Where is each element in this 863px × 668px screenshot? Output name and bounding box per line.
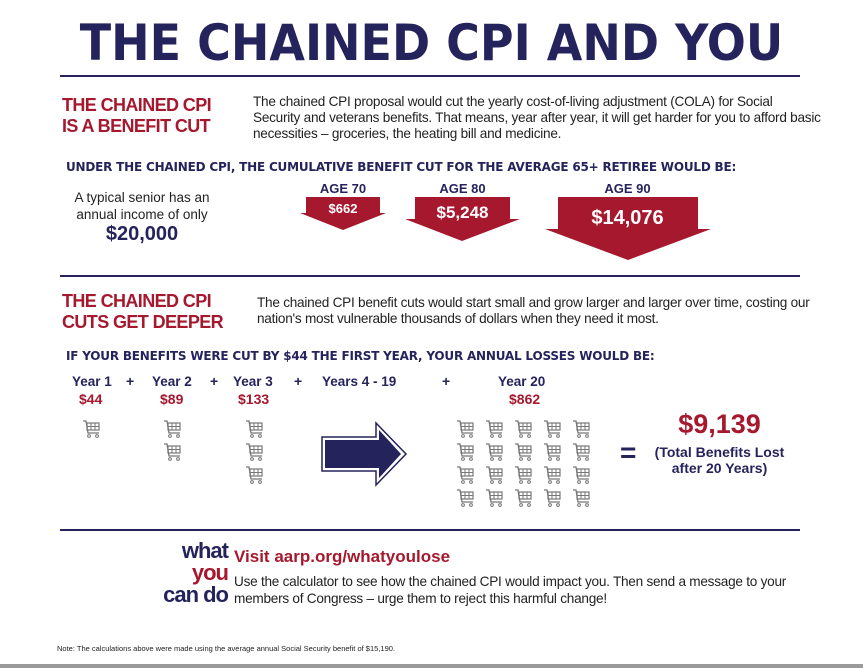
shopping-cart-icon <box>543 488 563 513</box>
shopping-cart-icon <box>485 442 505 467</box>
cut-value: $14,076 <box>591 207 664 229</box>
year-label: Year 3 <box>233 374 273 389</box>
divider <box>60 75 800 77</box>
section2-heading: THE CHAINED CPI CUTS GET DEEPER <box>62 291 224 333</box>
year-value: $862 <box>509 391 541 407</box>
shopping-cart-icon <box>514 465 534 490</box>
shopping-cart-icon <box>163 419 183 444</box>
cta-text: Use the calculator to see how the chaine… <box>234 574 787 606</box>
shopping-cart-icon <box>456 419 476 444</box>
cut-value: $662 <box>328 201 358 216</box>
logo-line: what <box>181 538 229 563</box>
shopping-cart-icon <box>514 419 534 444</box>
what-you-can-do-logo: what you can do <box>128 538 229 607</box>
total-label-line: (Total Benefits Lost <box>654 444 785 460</box>
shopping-cart-icon <box>163 442 183 467</box>
shopping-cart-icon <box>572 488 592 513</box>
income-box: A typical senior has an annual income of… <box>62 189 222 246</box>
shopping-cart-icon <box>245 465 265 490</box>
shopping-cart-icon <box>456 442 476 467</box>
section2-paragraph: The chained CPI benefit cuts would start… <box>257 295 810 326</box>
heading-line: THE CHAINED CPI <box>62 291 212 311</box>
age-label: AGE 70 <box>319 181 367 196</box>
income-text: A typical senior has an annual income of… <box>74 190 210 222</box>
shopping-cart-icon <box>543 442 563 467</box>
plus-sign: + <box>126 373 135 389</box>
section1-heading: THE CHAINED CPI IS A BENEFIT CUT <box>62 95 212 137</box>
plus-sign: + <box>442 373 451 389</box>
heading-line: CUTS GET DEEPER <box>62 312 224 332</box>
year-label: Year 1 <box>72 374 112 389</box>
shopping-cart-icon <box>485 488 505 513</box>
shopping-cart-icon <box>82 419 102 444</box>
year-value: $89 <box>160 391 184 407</box>
year-value: $133 <box>238 391 270 407</box>
year-label: Year 2 <box>152 374 192 389</box>
shopping-cart-icon <box>572 419 592 444</box>
total-value: $9,139 <box>678 409 761 439</box>
visit-link[interactable]: Visit aarp.org/whatyoulose <box>234 547 451 566</box>
shopping-cart-icon <box>485 419 505 444</box>
plus-sign: + <box>210 373 219 389</box>
shopping-cart-icon <box>456 488 476 513</box>
year-label: Year 20 <box>498 374 546 389</box>
logo-line: can do <box>163 582 229 607</box>
shopping-cart-icon <box>543 465 563 490</box>
footnote: Note: The calculations above were made u… <box>57 644 395 653</box>
year-value: $44 <box>79 391 103 407</box>
shopping-cart-icon <box>543 419 563 444</box>
total-label-line: after 20 Years) <box>671 460 768 476</box>
heading-line: THE CHAINED CPI <box>62 95 212 115</box>
heading-line: IS A BENEFIT CUT <box>62 116 211 136</box>
age-label: AGE 80 <box>439 181 486 196</box>
divider <box>60 529 800 531</box>
shopping-cart-icon <box>514 488 534 513</box>
shopping-cart-icon <box>485 465 505 490</box>
page-title: THE CHAINED CPI AND YOU <box>79 14 784 72</box>
bottom-border <box>0 664 863 668</box>
shopping-cart-icon <box>572 442 592 467</box>
logo-line: you <box>191 560 229 585</box>
income-value: $20,000 <box>105 223 179 245</box>
shopping-cart-icon <box>572 465 592 490</box>
year-label: Years 4 - 19 <box>322 374 397 389</box>
section1-subheading: UNDER THE CHAINED CPI, THE CUMULATIVE BE… <box>66 160 737 174</box>
plus-sign: + <box>294 373 303 389</box>
shopping-cart-icon <box>245 442 265 467</box>
section1-paragraph: The chained CPI proposal would cut the y… <box>253 94 821 141</box>
cut-value: $5,248 <box>436 203 489 222</box>
down-arrow-icon <box>300 197 386 230</box>
down-arrow-icon <box>545 197 711 260</box>
shopping-cart-icon <box>245 419 265 444</box>
total-label: (Total Benefits Lost after 20 Years) <box>642 444 797 476</box>
shopping-cart-icon <box>456 465 476 490</box>
section2-subheading: IF YOUR BENEFITS WERE CUT BY $44 THE FIR… <box>66 349 655 363</box>
shopping-cart-icon <box>514 442 534 467</box>
right-arrow-icon <box>321 421 408 487</box>
divider <box>60 275 800 277</box>
down-arrow-icon <box>405 197 520 241</box>
age-label: AGE 90 <box>604 181 651 196</box>
equals-sign: = <box>620 437 637 468</box>
